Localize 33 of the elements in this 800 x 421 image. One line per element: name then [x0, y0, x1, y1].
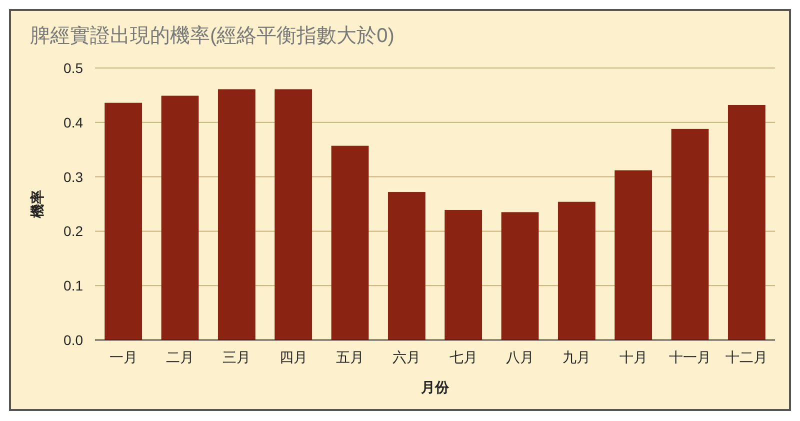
x-tick-label: 十月 [619, 349, 648, 365]
bar [218, 89, 256, 340]
y-tick-label: 0.5 [64, 60, 84, 76]
y-tick-label: 0.0 [64, 332, 84, 348]
bar [444, 210, 482, 340]
y-tick-label: 0.1 [64, 278, 84, 294]
x-tick-label: 十一月 [669, 349, 711, 365]
x-tick-label: 九月 [562, 349, 591, 365]
x-tick-label: 五月 [336, 349, 364, 365]
bar [501, 212, 539, 340]
bar [161, 96, 199, 340]
chart-title: 脾經實證出現的機率(經絡平衡指數大於0) [30, 25, 394, 47]
x-tick-label: 六月 [392, 349, 421, 365]
x-tick-label: 三月 [222, 349, 251, 365]
bar [671, 128, 709, 340]
x-tick-label: 七月 [449, 349, 478, 365]
y-tick-label: 0.2 [64, 223, 84, 240]
x-tick-label: 十二月 [726, 349, 768, 365]
y-tick-label: 0.3 [64, 168, 84, 185]
x-tick-label: 二月 [166, 349, 194, 365]
x-tick-label: 四月 [279, 349, 308, 365]
bar [728, 104, 766, 340]
bar [274, 89, 312, 340]
bar [388, 192, 426, 340]
bar [614, 170, 652, 340]
bar [331, 146, 369, 340]
x-tick-label: 一月 [109, 349, 138, 365]
y-tick-label: 0.4 [64, 114, 84, 130]
x-tick-label: 八月 [506, 349, 534, 365]
y-axis-title: 機率 [29, 190, 45, 219]
bar [104, 102, 142, 340]
bar [558, 202, 596, 340]
x-axis-title: 月份 [420, 379, 450, 395]
